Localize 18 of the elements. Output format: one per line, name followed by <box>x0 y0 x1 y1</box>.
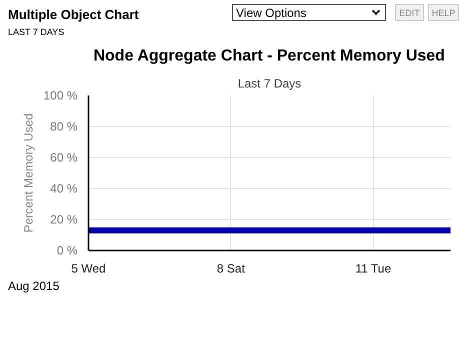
text: Multiple Object Chart <box>8 6 139 24</box>
y-tick-label: 20 % <box>50 212 78 226</box>
y-tick-label: 0 % <box>56 244 78 258</box>
x-tick-label: 5 Wed <box>71 262 106 276</box>
y-tick-label: 100 % <box>43 88 78 102</box>
y-tick-label: 80 % <box>50 120 78 134</box>
text: EDIT <box>395 4 424 21</box>
x-tick-label: 11 Tue <box>355 262 392 276</box>
chart-title: Node Aggregate Chart - Percent Memory Used <box>93 48 445 64</box>
text: Aug 2015 <box>7 278 60 295</box>
x-tick-label: 8 Sat <box>216 262 246 276</box>
y-tick-label: 60 % <box>50 150 78 164</box>
text: HELP <box>428 4 459 21</box>
chart-subtitle: Last 7 Days <box>238 76 302 90</box>
y-axis-title: Percent Memory Used <box>21 113 36 233</box>
y-tick-label: 40 % <box>50 182 78 196</box>
text: View Options <box>232 4 386 21</box>
text: LAST 7 DAYS <box>8 26 64 39</box>
